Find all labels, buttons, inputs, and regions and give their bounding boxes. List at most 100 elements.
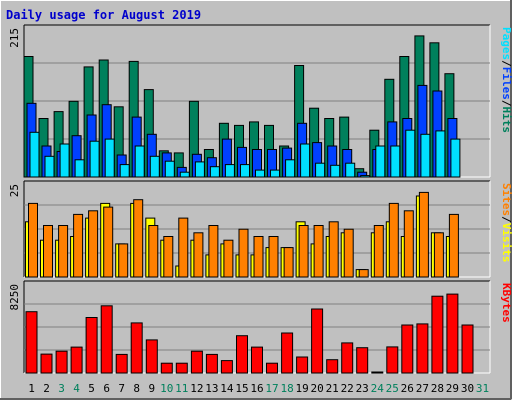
bar-kbytes-day-21 (326, 359, 339, 374)
bar-kbytes-day-16 (251, 346, 263, 374)
bar-pages-day-19 (300, 143, 311, 178)
bar-kbytes-day-22 (341, 342, 354, 374)
bar-pages-day-11 (179, 171, 190, 178)
y-max-label-hits: 215 (8, 28, 21, 48)
bar-sites-day-4 (73, 213, 84, 278)
bar-pages-day-8 (134, 145, 145, 178)
x-tick-label-day-5: 5 (88, 382, 95, 395)
legend-entry-kbytes: KBytes (500, 283, 512, 323)
legend-entry-files: Files (500, 67, 512, 100)
bar-kbytes-day-23 (356, 347, 369, 374)
bar-sites-day-21 (328, 221, 339, 278)
legend-hits: Pages/Files/Hits (500, 27, 512, 133)
bar-pages-day-25 (390, 145, 401, 178)
bar-kbytes-day-26 (401, 324, 414, 374)
bar-pages-day-1 (29, 131, 40, 178)
bar-pages-day-29 (450, 138, 461, 178)
bar-sites-day-27 (418, 191, 429, 278)
bar-sites-day-2 (43, 225, 53, 278)
x-tick-label-day-1: 1 (28, 382, 35, 395)
x-tick-label-day-29: 29 (446, 382, 459, 395)
bar-pages-day-22 (345, 162, 356, 178)
bar-pages-day-16 (255, 169, 265, 178)
bar-pages-day-23 (360, 175, 371, 178)
panel-visits: 25 Sites/Visits (8, 180, 512, 278)
bar-pages-day-2 (44, 155, 55, 178)
x-tick-label-day-8: 8 (133, 382, 140, 395)
bar-pages-day-3 (59, 143, 70, 178)
bar-sites-day-22 (343, 228, 354, 278)
bar-pages-day-21 (330, 164, 341, 178)
bar-sites-day-14 (223, 239, 234, 278)
x-tick-label-day-19: 19 (295, 382, 308, 395)
bar-sites-day-26 (403, 210, 414, 278)
bar-kbytes-day-6 (100, 305, 113, 374)
x-tick-label-day-16: 16 (250, 382, 263, 395)
bar-pages-day-13 (209, 166, 220, 178)
panel-hits: 215 Pages/Files/Hits (8, 24, 512, 178)
x-tick-label-day-10: 10 (160, 382, 173, 395)
x-tick-label-day-13: 13 (205, 382, 218, 395)
x-tick-label-day-7: 7 (118, 382, 125, 395)
bar-pages-day-14 (224, 164, 235, 178)
bar-pages-day-26 (405, 129, 416, 178)
bar-sites-day-11 (178, 217, 189, 278)
chart-title: Daily usage for August 2019 (6, 8, 201, 22)
bar-kbytes-day-7 (115, 353, 128, 374)
legend-entry-visits: Visits (500, 223, 512, 263)
x-tick-label-day-21: 21 (326, 382, 339, 395)
legend-visits: Sites/Visits (500, 183, 512, 263)
legend-entry-sites: Sites (500, 183, 512, 216)
x-tick-label-day-23: 23 (356, 382, 369, 395)
x-axis: 1 2 3 4 5 6 7 8 9 10 11 12 13 14 15 16 17 18 19 20 21 22 23 24 2… (28, 382, 489, 395)
bar-sites-day-29 (448, 213, 459, 278)
bar-sites-day-24 (373, 225, 384, 278)
bar-pages-day-5 (89, 140, 100, 178)
bar-sites-day-28 (433, 232, 444, 278)
x-tick-label-day-6: 6 (103, 382, 110, 395)
bar-sites-day-16 (253, 236, 264, 278)
x-tick-label-day-4: 4 (73, 382, 80, 395)
bar-kbytes-day-4 (70, 346, 83, 374)
bar-kbytes-day-17 (266, 362, 278, 374)
bar-sites-day-1 (28, 202, 38, 278)
bar-pages-day-28 (435, 130, 446, 178)
bar-kbytes-day-25 (386, 346, 399, 374)
bar-pages-day-20 (315, 162, 326, 178)
legend-entry-: / (500, 216, 512, 223)
bar-pages-day-24 (375, 145, 386, 178)
bar-sites-day-5 (88, 210, 99, 278)
bar-kbytes-day-14 (220, 360, 233, 374)
bar-sites-day-17 (268, 236, 279, 278)
bar-kbytes-day-15 (236, 335, 248, 374)
bar-sites-day-10 (163, 236, 174, 278)
bar-kbytes-day-9 (145, 339, 158, 374)
bar-sites-day-18 (283, 247, 294, 278)
bar-kbytes-day-5 (85, 317, 98, 374)
bar-sites-day-13 (208, 225, 219, 278)
bar-kbytes-day-27 (416, 323, 429, 374)
x-tick-label-day-9: 9 (148, 382, 155, 395)
panel-kbytes: 8250 KBytes (8, 280, 512, 374)
x-tick-label-day-12: 12 (190, 382, 203, 395)
bar-sites-day-9 (148, 225, 159, 278)
bar-kbytes-day-18 (281, 332, 294, 374)
bar-sites-day-6 (103, 206, 114, 278)
bar-pages-day-12 (194, 161, 205, 178)
bar-pages-day-6 (104, 138, 115, 178)
bar-sites-day-20 (313, 225, 324, 278)
bar-kbytes-day-11 (175, 362, 188, 374)
bar-kbytes-day-3 (55, 350, 68, 374)
bar-sites-day-7 (118, 243, 129, 278)
x-tick-label-day-28: 28 (431, 382, 444, 395)
x-tick-label-day-11: 11 (175, 382, 188, 395)
legend-kbytes: KBytes (500, 283, 512, 323)
bar-sites-day-25 (388, 202, 399, 278)
x-tick-label-day-15: 15 (235, 382, 248, 395)
bar-pages-day-15 (240, 164, 250, 178)
x-tick-label-day-3: 3 (58, 382, 65, 395)
bar-kbytes-day-13 (205, 353, 218, 374)
bar-sites-day-15 (238, 228, 249, 278)
